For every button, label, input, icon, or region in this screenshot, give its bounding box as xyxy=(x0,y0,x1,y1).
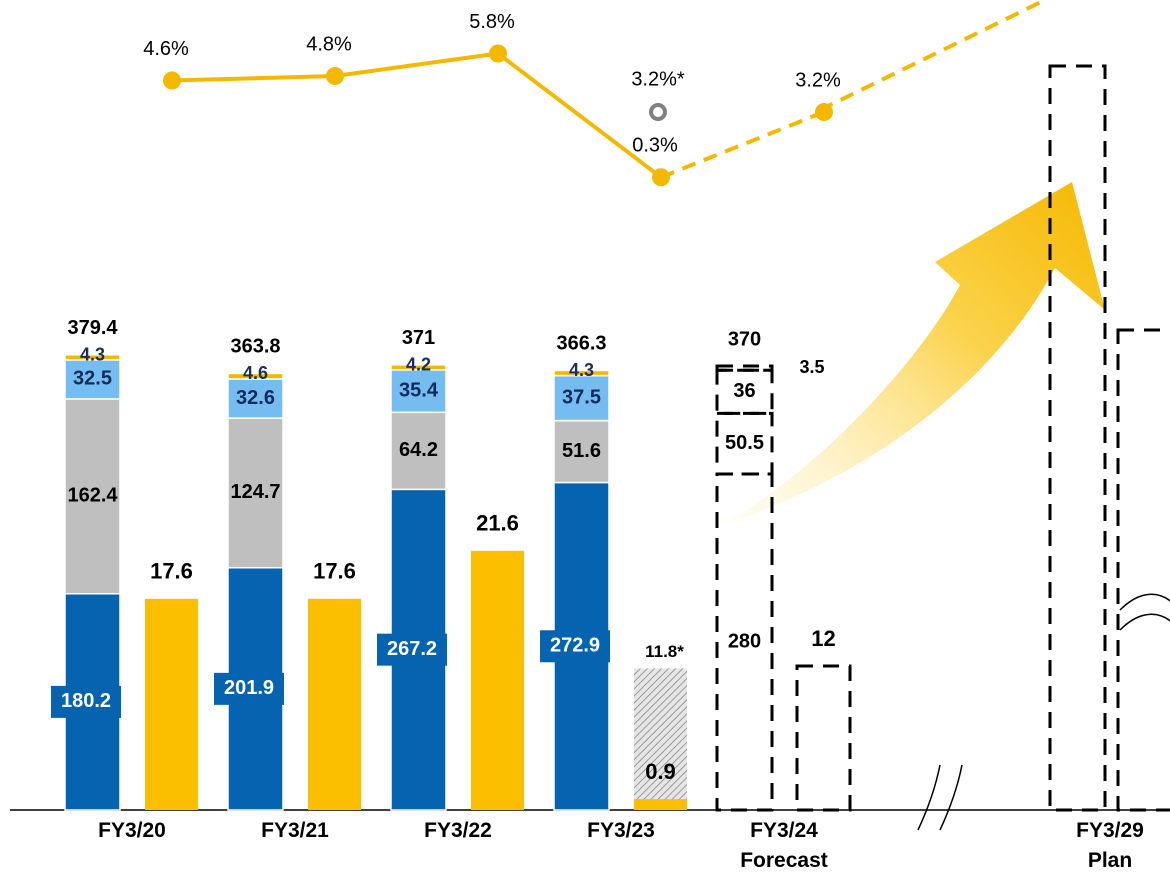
value-label: 4.3 xyxy=(80,344,105,364)
value-label: 11.8* xyxy=(645,642,684,661)
stack-segment xyxy=(227,378,284,419)
value-label: 0.3% xyxy=(632,135,678,157)
label-box xyxy=(540,630,610,663)
stack-segment xyxy=(227,372,284,380)
value-label: 64.2 xyxy=(399,439,438,461)
value-label: 4.6 xyxy=(243,363,268,383)
value-label: 3.2% xyxy=(795,69,841,91)
value-label: 162.4 xyxy=(67,485,118,507)
stack-segment xyxy=(715,411,774,476)
value-label: 32.6 xyxy=(236,387,275,409)
hatched-bar xyxy=(634,668,687,810)
line xyxy=(171,51,663,179)
value-label: 5.8% xyxy=(469,11,515,33)
line-point xyxy=(652,168,670,187)
label-box xyxy=(214,672,284,705)
x-tick-label: FY3/24 Forecast xyxy=(740,819,828,872)
x-tick-label: FY3/29 Plan xyxy=(1076,819,1144,872)
stack-segment xyxy=(64,353,121,361)
stack-segment xyxy=(390,411,447,491)
value-label: 12 xyxy=(811,626,835,651)
value-label: 36 xyxy=(733,380,755,402)
profit-bar xyxy=(145,598,198,810)
stack-segment xyxy=(227,417,284,569)
line-point xyxy=(163,71,181,90)
value-label: 3.2%* xyxy=(631,68,685,90)
profit-bar xyxy=(308,598,361,810)
profit-bar xyxy=(471,550,524,810)
value-label: 51.6 xyxy=(562,440,601,462)
value-label: 3.5 xyxy=(799,357,824,377)
value-label: 17.6 xyxy=(313,559,356,584)
stack-segment xyxy=(64,398,121,595)
stack-segment xyxy=(553,369,610,377)
alt-point xyxy=(649,103,667,121)
total-label: 370 xyxy=(728,328,761,350)
value-label: 4.2 xyxy=(406,355,431,375)
total-label: 371 xyxy=(402,327,435,349)
x-tick-label: FY3/21 xyxy=(261,819,329,842)
line-segment-dashed xyxy=(660,110,825,180)
label-box xyxy=(377,633,447,666)
profit-bar xyxy=(634,799,687,810)
value-label: 35.4 xyxy=(399,379,439,401)
value-label: 37.5 xyxy=(562,386,601,408)
value-label: 17.6 xyxy=(150,559,193,584)
stack-segment xyxy=(390,369,447,414)
stack-segment xyxy=(553,419,610,484)
line-point xyxy=(815,103,833,121)
line-point xyxy=(489,44,507,63)
line-point xyxy=(326,67,344,85)
total-label: 363.8 xyxy=(230,336,280,358)
value-label: 180.2 xyxy=(61,690,111,712)
axis-break xyxy=(1119,593,1170,631)
value-label: 124.7 xyxy=(230,481,280,503)
value-label: 4.8% xyxy=(306,33,352,55)
value-label: 0.9 xyxy=(645,759,676,784)
value-label: 267.2 xyxy=(387,638,437,660)
line-extension xyxy=(819,0,1046,112)
total-label: 366.3 xyxy=(556,333,606,355)
x-tick-label: FY3/22 xyxy=(424,819,492,842)
label-bg xyxy=(722,379,767,404)
plan-bar xyxy=(1048,64,1107,812)
profit-bar xyxy=(795,664,852,812)
axis-break xyxy=(917,764,963,831)
value-label: 280 xyxy=(728,630,761,652)
value-label: 272.9 xyxy=(550,635,600,657)
growth-arrow xyxy=(722,182,1105,525)
stack-segment xyxy=(390,364,447,371)
stack-segment xyxy=(715,364,774,372)
value-label: 50.5 xyxy=(725,432,764,454)
value-label: 4.6% xyxy=(143,38,189,60)
label-bg xyxy=(722,431,767,456)
value-label: 21.6 xyxy=(476,511,519,536)
plan-bar xyxy=(1116,328,1170,812)
label-box xyxy=(51,685,121,718)
total-label: 379.4 xyxy=(67,317,118,339)
value-label: 32.5 xyxy=(73,368,112,390)
value-label: 4.3 xyxy=(569,360,594,380)
x-tick-label: FY3/20 xyxy=(98,819,166,842)
x-tick-label: FY3/23 xyxy=(587,819,655,842)
value-label: 201.9 xyxy=(224,677,274,699)
